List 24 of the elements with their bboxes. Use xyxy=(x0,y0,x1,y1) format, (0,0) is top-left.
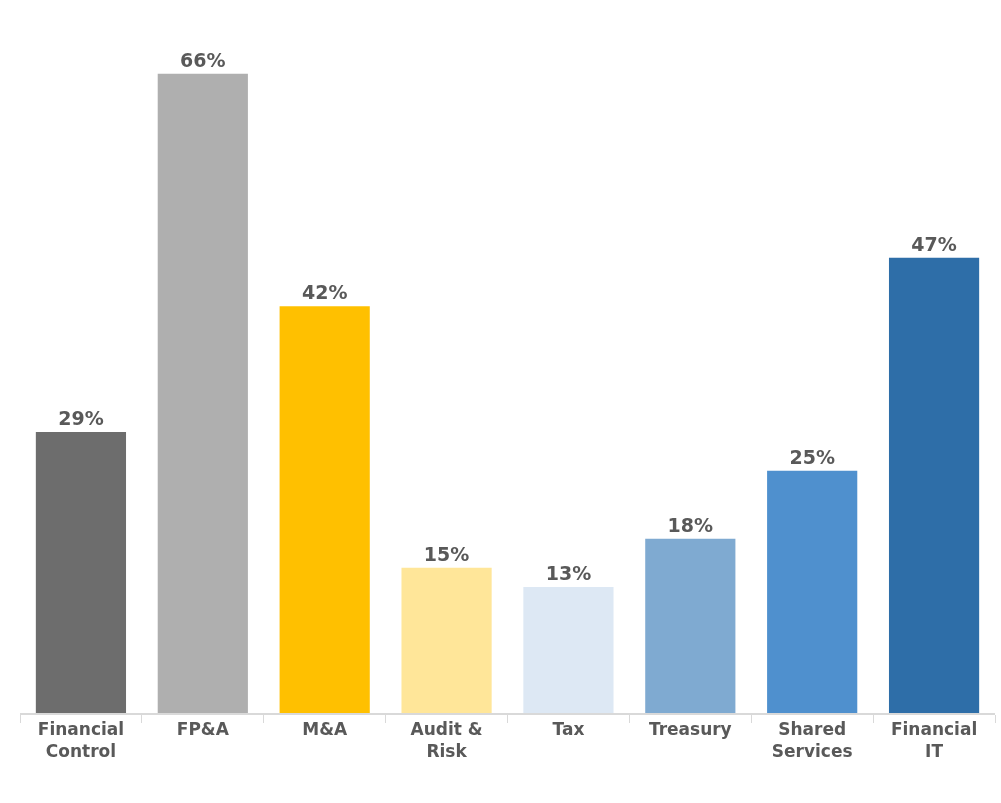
data-label: 18% xyxy=(667,513,714,536)
data-label: 29% xyxy=(58,407,104,430)
bar xyxy=(523,587,614,713)
x-tick-label: Tax xyxy=(552,719,585,740)
bar xyxy=(767,470,858,713)
bar xyxy=(888,257,980,713)
x-tick-label: Audit & Risk xyxy=(410,719,483,762)
data-label: 47% xyxy=(911,232,957,255)
bar xyxy=(401,567,492,713)
bar xyxy=(645,538,736,713)
data-label: 15% xyxy=(423,542,470,565)
data-label: 13% xyxy=(545,562,592,585)
x-tick-label: Shared Services xyxy=(771,719,853,762)
x-tick-label: Financial IT xyxy=(890,719,978,762)
data-label: 42% xyxy=(301,281,348,304)
data-label: 25% xyxy=(789,445,835,468)
x-tick-label: Treasury xyxy=(648,719,732,740)
x-tick-label: Financial Control xyxy=(37,719,125,762)
bar xyxy=(279,306,370,713)
bar xyxy=(157,73,248,713)
data-label: 66% xyxy=(180,48,226,71)
x-tick-label: FP&A xyxy=(176,719,230,740)
bar xyxy=(35,432,127,713)
x-tick-label: M&A xyxy=(302,719,348,740)
